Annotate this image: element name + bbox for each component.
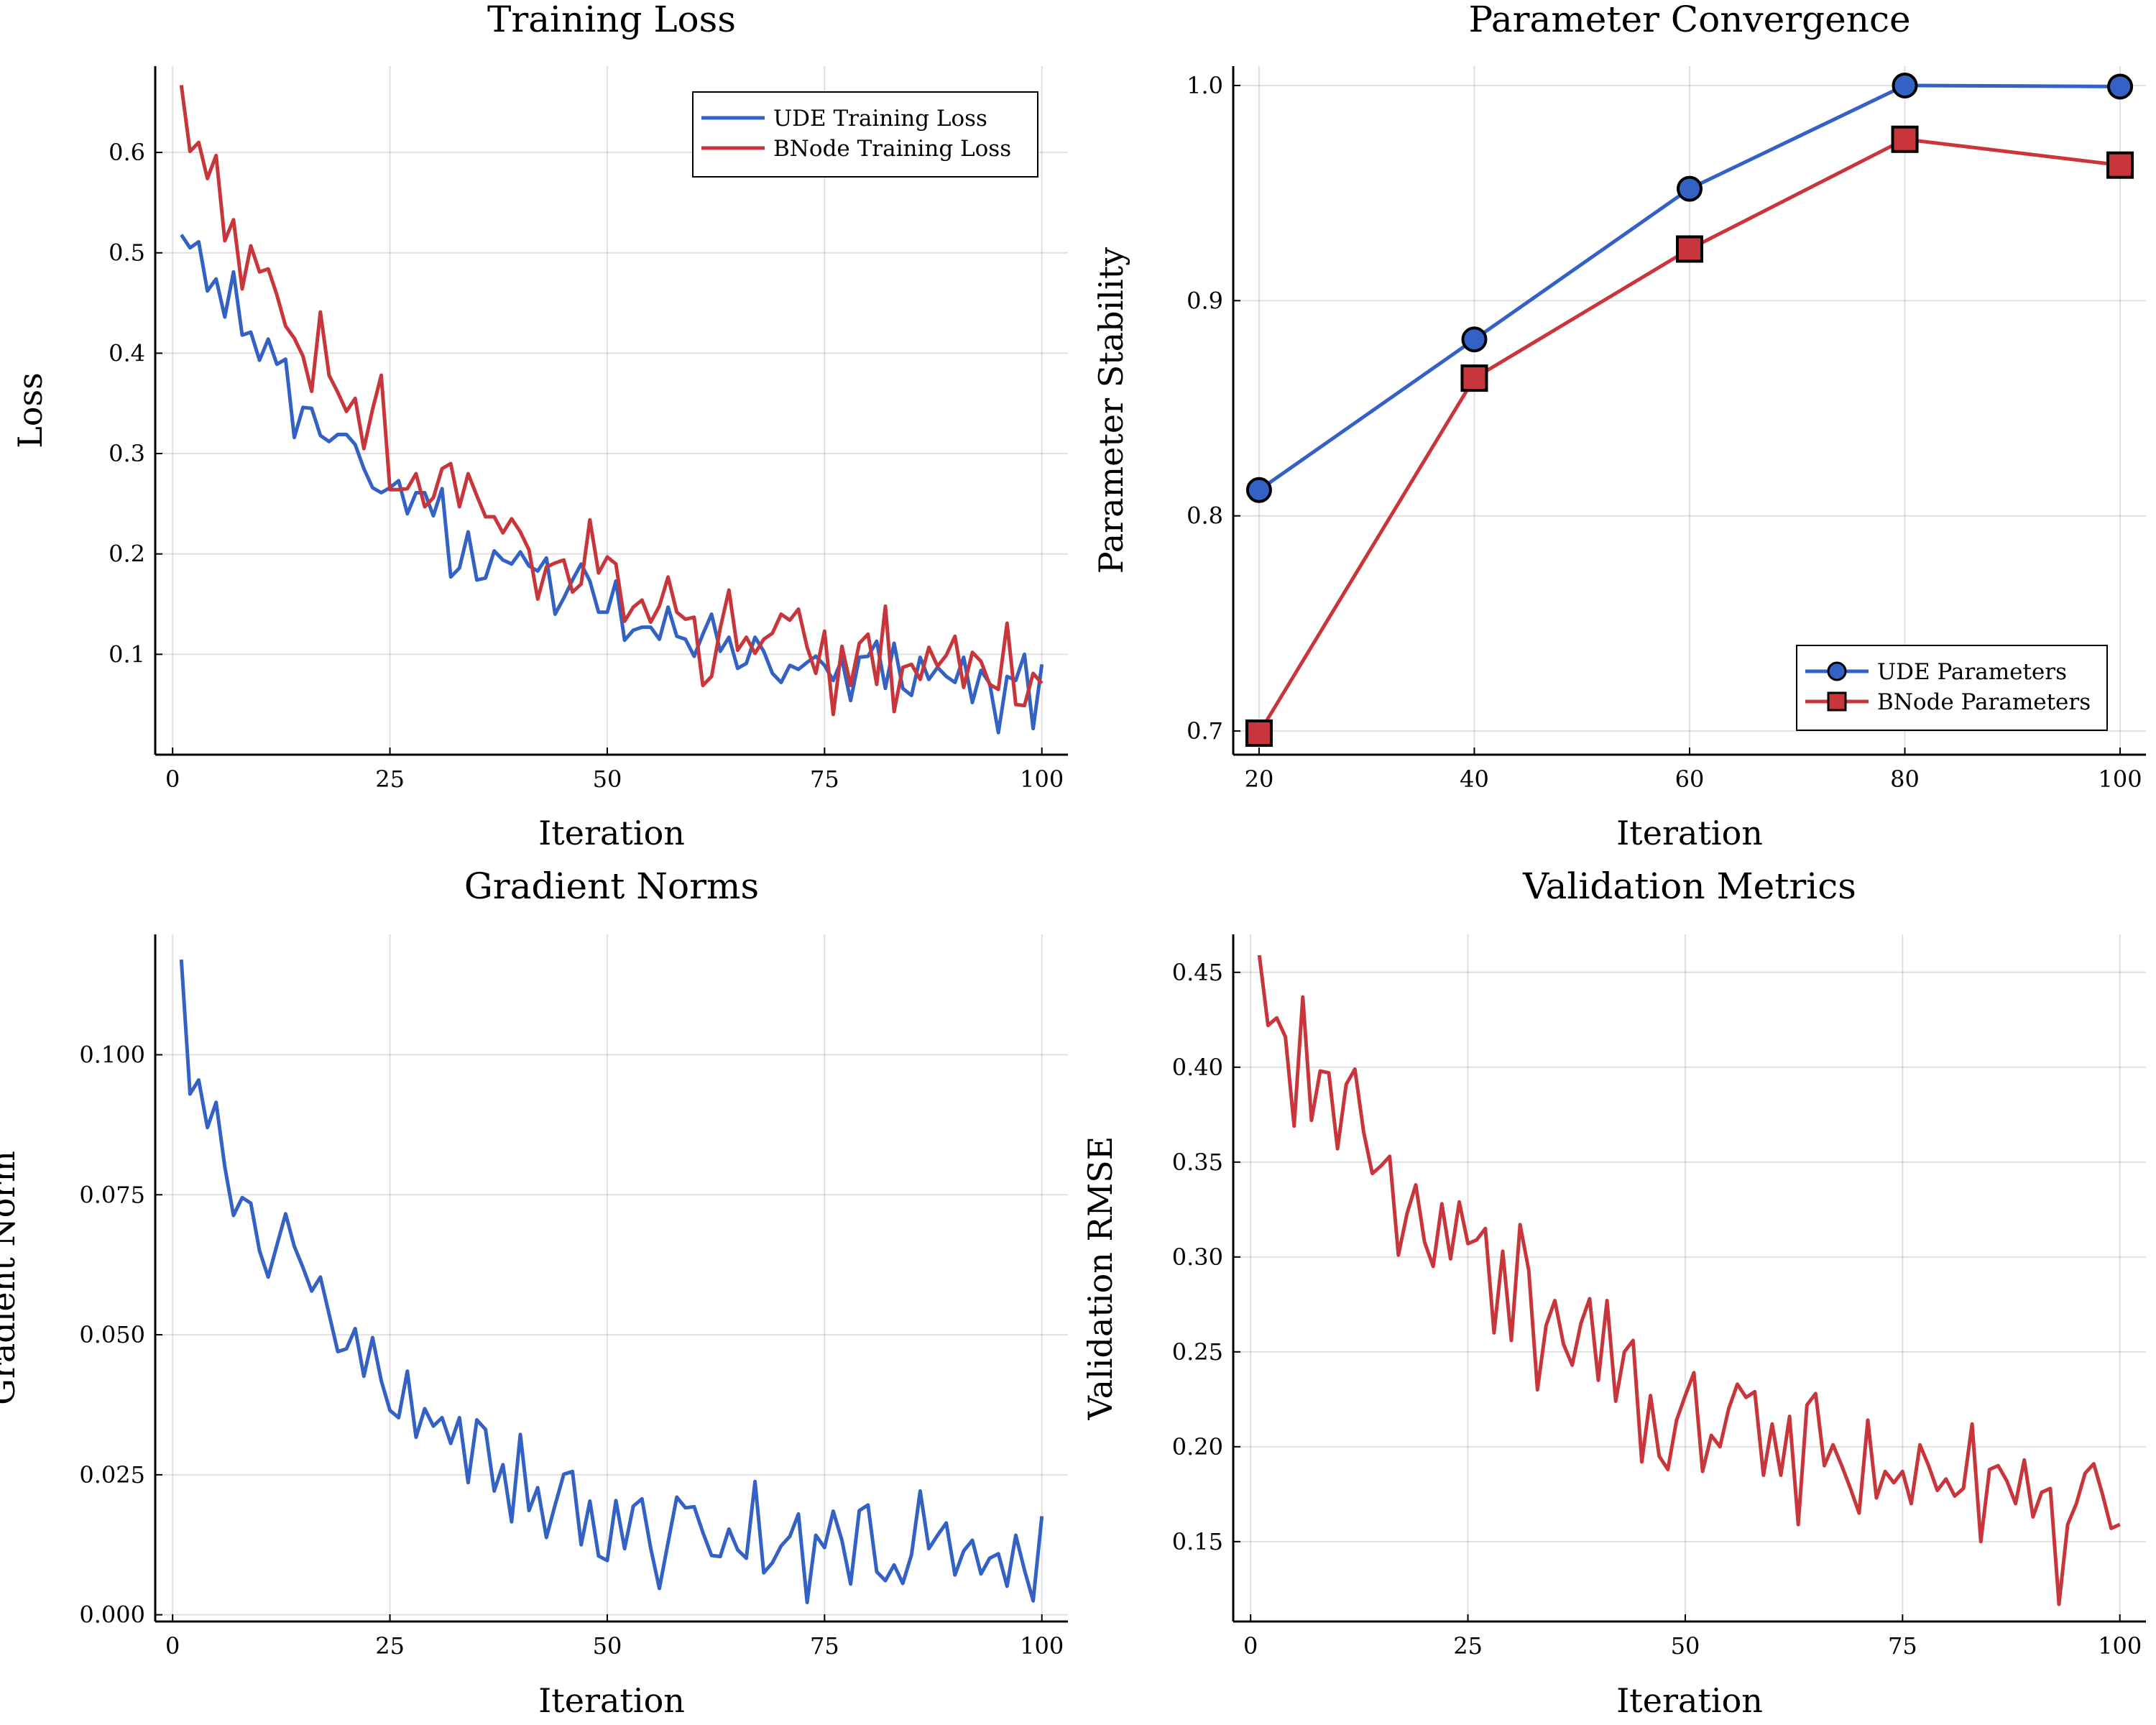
x-axis-label: Iteration xyxy=(538,1681,685,1720)
y-axis-label: Loss xyxy=(11,372,50,448)
data-point-circle xyxy=(1892,72,1918,98)
x-tick-label: 60 xyxy=(1675,765,1705,793)
y-axis-label: Gradient Norm xyxy=(0,1151,22,1405)
y-tick-label: 0.000 xyxy=(79,1601,145,1629)
x-tick-label: 100 xyxy=(1020,765,1064,793)
x-tick-label: 75 xyxy=(810,1632,839,1660)
x-tick-label: 25 xyxy=(375,1632,405,1660)
legend-box xyxy=(1796,645,2108,731)
x-tick-label: 100 xyxy=(2099,765,2142,793)
y-tick-label: 0.20 xyxy=(1172,1433,1223,1460)
parameter-convergence-panel: 20 40 60 80 100 0.7 0.8 0.9 1.0 Parameter Converg… xyxy=(1092,0,2146,852)
y-tick-label: 0.100 xyxy=(79,1041,145,1069)
x-tick-label: 50 xyxy=(593,765,622,793)
legend: UDE Parameters BNode Parameters xyxy=(1796,645,2108,731)
y-tick-label: 0.075 xyxy=(79,1181,145,1208)
y-tick-label: 0.30 xyxy=(1172,1243,1223,1271)
legend-entry: UDE Training Loss xyxy=(773,106,987,132)
data-point-circle xyxy=(1461,326,1488,353)
y-tick-label: 0.25 xyxy=(1172,1338,1223,1366)
x-tick-label: 25 xyxy=(375,765,405,793)
x-axis-label: Iteration xyxy=(1616,814,1763,852)
legend: UDE Training Loss BNode Training Loss xyxy=(692,91,1038,178)
y-axis-label: Validation RMSE xyxy=(1081,1136,1120,1421)
x-tick-label: 0 xyxy=(165,1632,180,1660)
series-line-0 xyxy=(180,234,1044,735)
legend-entry: UDE Parameters xyxy=(1877,659,2067,685)
legend-entry: BNode Parameters xyxy=(1877,689,2091,715)
x-tick-label: 0 xyxy=(165,765,180,793)
x-tick-label: 0 xyxy=(1243,1632,1258,1660)
series-line-0 xyxy=(179,959,1044,1604)
x-tick-label: 20 xyxy=(1245,765,1274,793)
y-tick-label: 0.35 xyxy=(1172,1149,1223,1176)
y-tick-label: 0.050 xyxy=(79,1321,145,1348)
data-point-square xyxy=(1676,235,1703,263)
y-tick-label: 0.40 xyxy=(1172,1054,1223,1081)
legend-entry: BNode Training Loss xyxy=(773,136,1011,162)
data-point-square xyxy=(1245,719,1273,748)
x-tick-label: 100 xyxy=(2098,1632,2142,1660)
y-tick-label: 0.2 xyxy=(109,540,145,568)
y-tick-label: 0.9 xyxy=(1187,287,1223,314)
x-tick-label: 50 xyxy=(1671,1632,1700,1660)
y-tick-label: 0.4 xyxy=(109,339,145,367)
y-tick-label: 0.3 xyxy=(109,440,145,467)
training-loss-panel: 0 25 50 75 100 0.1 0.2 0.3 0.4 0.5 0.6 Training Los… xyxy=(11,0,1068,852)
y-tick-label: 0.025 xyxy=(79,1461,145,1489)
y-tick-label: 0.1 xyxy=(109,640,145,668)
legend-marker-circle xyxy=(1827,661,1847,681)
y-tick-label: 0.45 xyxy=(1172,959,1223,986)
data-point-circle xyxy=(1677,175,1703,202)
legend-box xyxy=(692,91,1038,178)
x-axis-label: Iteration xyxy=(1616,1681,1763,1720)
x-tick-label: 40 xyxy=(1460,765,1489,793)
data-point-circle xyxy=(2107,73,2134,100)
y-tick-label: 0.7 xyxy=(1187,717,1223,745)
y-tick-label: 0.5 xyxy=(109,239,145,267)
y-tick-label: 1.0 xyxy=(1187,72,1223,99)
chart-title: Gradient Norms xyxy=(464,865,759,907)
y-tick-label: 0.8 xyxy=(1187,502,1223,530)
x-tick-label: 25 xyxy=(1453,1632,1483,1660)
x-axis-label: Iteration xyxy=(538,814,685,852)
x-tick-label: 75 xyxy=(810,765,839,793)
chart-title: Training Loss xyxy=(487,0,736,40)
validation-metrics-panel: 0 25 50 75 100 0.15 0.20 0.25 0.30 0.35 0.40 0.45 Va… xyxy=(1081,865,2146,1720)
series-line-1 xyxy=(179,85,1044,717)
data-point-square xyxy=(2106,151,2134,179)
data-point-square xyxy=(1891,125,1919,153)
x-tick-label: 100 xyxy=(1020,1632,1064,1660)
chart-title: Parameter Convergence xyxy=(1468,0,1910,40)
gradient-norms-panel: 0 25 50 75 100 0.000 0.025 0.050 0.075 0.100 Gradi… xyxy=(0,865,1068,1720)
legend-marker-square xyxy=(1827,691,1847,712)
chart-title: Validation Metrics xyxy=(1522,865,1856,907)
y-axis-label: Parameter Stability xyxy=(1092,247,1130,574)
y-tick-label: 0.15 xyxy=(1172,1528,1223,1555)
series-line-0 xyxy=(1257,954,2121,1606)
x-tick-label: 80 xyxy=(1890,765,1920,793)
y-tick-label: 0.6 xyxy=(109,139,145,166)
data-point-square xyxy=(1460,364,1488,392)
data-point-circle xyxy=(1245,477,1272,503)
x-tick-label: 50 xyxy=(593,1632,622,1660)
x-tick-label: 75 xyxy=(1888,1632,1917,1660)
